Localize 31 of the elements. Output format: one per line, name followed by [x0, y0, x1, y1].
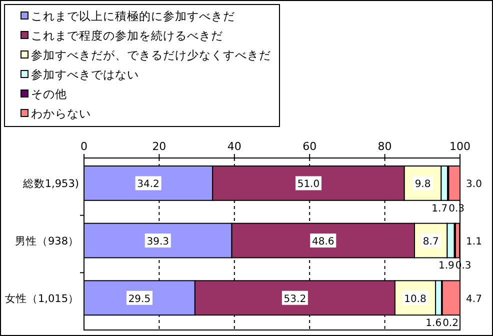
x-tick-label: 60	[302, 140, 317, 153]
data-label: 9.8	[414, 179, 431, 190]
x-tick-label: 20	[152, 140, 166, 153]
x-tick-label: 0	[80, 140, 88, 153]
data-label: 10.8	[404, 294, 426, 305]
x-tick-label: 80	[378, 140, 392, 153]
y-tick-label: 総数1,953)	[22, 178, 79, 190]
x-tick-label: 40	[227, 140, 242, 153]
legend-label: 参加すべきではない	[31, 68, 139, 82]
data-label: 51.0	[297, 179, 320, 190]
legend-label: その他	[31, 87, 67, 101]
data-label: 1.7	[432, 203, 448, 214]
data-label: 1.9	[438, 260, 454, 272]
legend-label: これまで以上に積極的に参加すべきだ	[31, 9, 235, 23]
data-label: 34.2	[137, 179, 160, 190]
y-tick-label: 男性（938）	[14, 236, 79, 248]
data-label: 0.2	[442, 318, 458, 330]
legend-label: わからない	[31, 106, 91, 120]
data-label: 29.5	[128, 294, 151, 305]
data-label: 4.7	[466, 294, 482, 305]
data-label: 53.2	[284, 294, 306, 305]
legend-label: これまで程度の参加を続けるべきだ	[31, 28, 223, 42]
data-label: 8.7	[422, 236, 439, 248]
data-label: 1.1	[466, 236, 482, 248]
data-label: 39.3	[146, 236, 170, 248]
x-tick-label: 100	[450, 140, 470, 153]
data-label: 3.0	[466, 179, 482, 190]
data-label: 1.6	[426, 318, 442, 330]
legend-label: 参加すべきだが、できるだけ少なくすべきだ	[31, 48, 271, 62]
data-label: 48.6	[312, 236, 334, 248]
y-tick-label: 女性（1,015）	[4, 292, 79, 305]
